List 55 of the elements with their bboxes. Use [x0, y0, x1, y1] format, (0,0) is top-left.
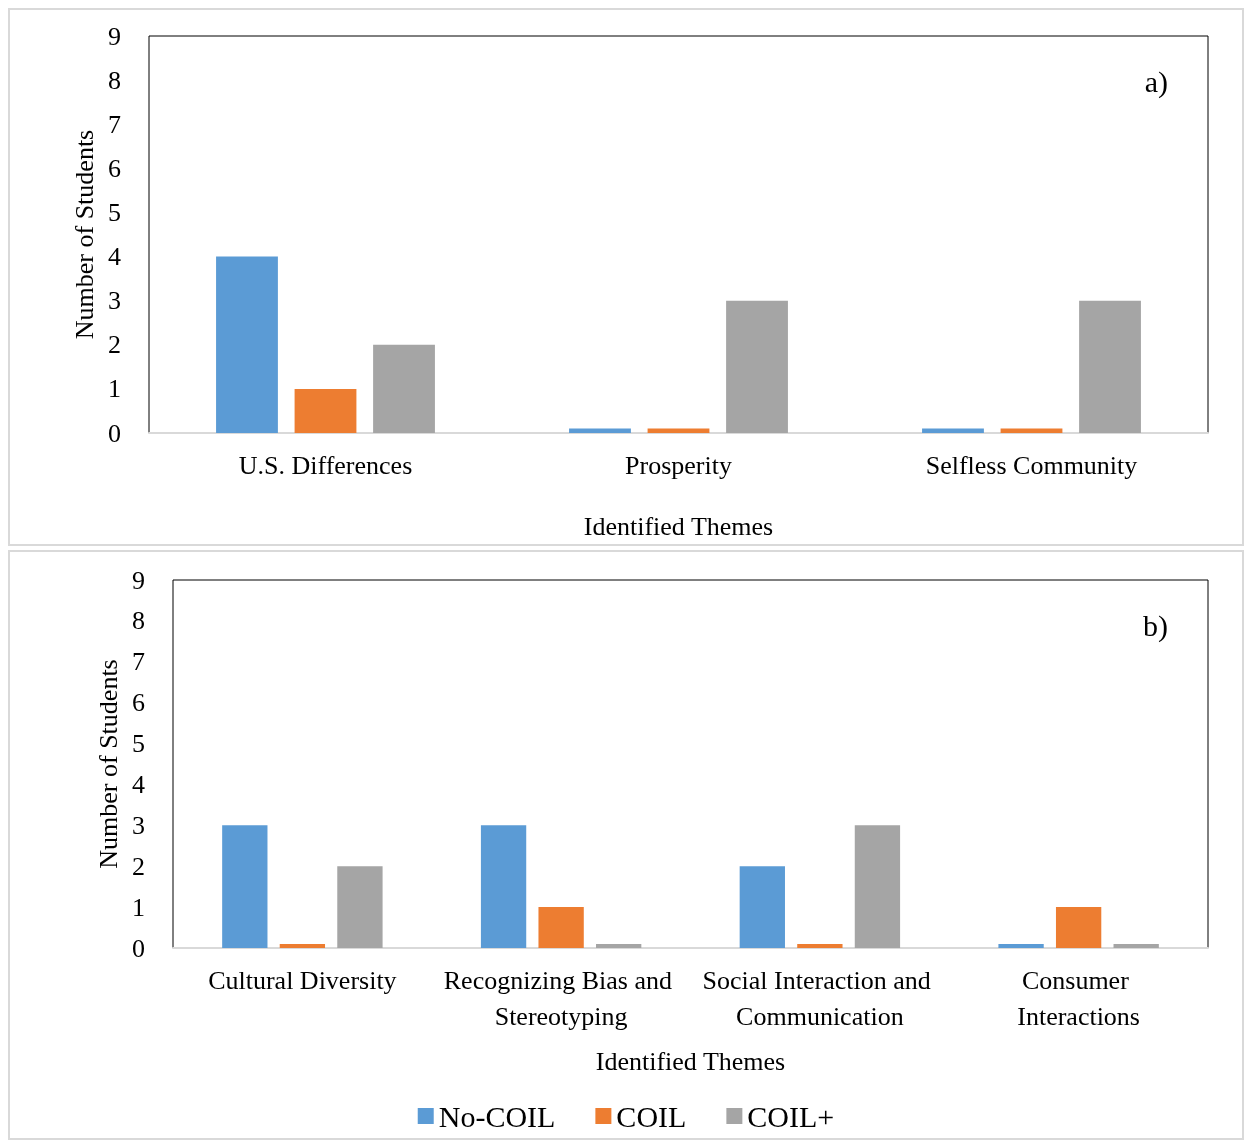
y-tick-label: 8: [108, 65, 121, 95]
bar: [739, 866, 785, 948]
x-tick-label: Selfless Community: [925, 450, 1138, 480]
bar: [373, 344, 435, 433]
y-tick-label: 6: [108, 153, 121, 183]
y-tick-label: 5: [132, 729, 145, 759]
y-tick-label: 7: [108, 109, 121, 139]
legend-label: COIL+: [747, 1099, 835, 1133]
bar: [569, 428, 631, 433]
x-tick-label: Social Interaction and Communication: [702, 965, 938, 1031]
y-tick-label: 4: [132, 769, 145, 799]
bar: [797, 943, 843, 948]
y-tick-label: 0: [132, 933, 145, 963]
y-tick-label: 1: [108, 374, 121, 404]
y-tick-label: 9: [132, 565, 145, 595]
y-tick-label: 3: [108, 286, 121, 316]
bar: [596, 943, 642, 948]
y-tick-label: 9: [108, 21, 121, 51]
bar: [216, 256, 278, 433]
bar: [998, 943, 1044, 948]
x-axis-title: Identified Themes: [583, 511, 774, 541]
y-tick-label: 2: [108, 330, 121, 360]
x-tick-label: U.S. Differences: [238, 450, 413, 480]
x-tick-label: Prosperity: [625, 450, 732, 480]
bar: [1113, 943, 1159, 948]
bar: [294, 388, 357, 433]
annotation: a): [1144, 64, 1169, 99]
legend-label: COIL: [616, 1099, 687, 1133]
y-tick-label: 0: [108, 418, 121, 448]
bar: [337, 866, 383, 948]
y-axis-title: Number of Students: [93, 659, 123, 869]
x-tick-label: Recognizing Bias and Stereotyping: [443, 965, 679, 1031]
bar: [222, 825, 268, 948]
bar: [1079, 300, 1141, 433]
y-tick-label: 3: [132, 810, 145, 840]
x-tick-label: Cultural Diversity: [208, 965, 397, 995]
bar: [726, 300, 788, 433]
y-tick-label: 4: [108, 242, 121, 272]
y-tick-label: 6: [132, 688, 145, 718]
bar: [922, 428, 984, 433]
bar: [279, 943, 326, 948]
x-tick-label: Consumer Interactions: [1017, 965, 1140, 1031]
y-tick-label: 8: [132, 606, 145, 636]
legend-label: No-COIL: [438, 1099, 556, 1133]
y-axis-title: Number of Students: [69, 129, 99, 340]
bar: [1055, 907, 1102, 948]
y-tick-label: 7: [132, 647, 145, 677]
y-tick-label: 1: [132, 892, 145, 922]
y-tick-label: 2: [132, 851, 145, 881]
y-tick-label: 5: [108, 197, 121, 227]
annotation: b): [1143, 608, 1169, 643]
x-axis-title: Identified Themes: [595, 1046, 786, 1076]
bar: [480, 825, 527, 948]
bar: [854, 825, 901, 948]
bar: [538, 907, 584, 948]
